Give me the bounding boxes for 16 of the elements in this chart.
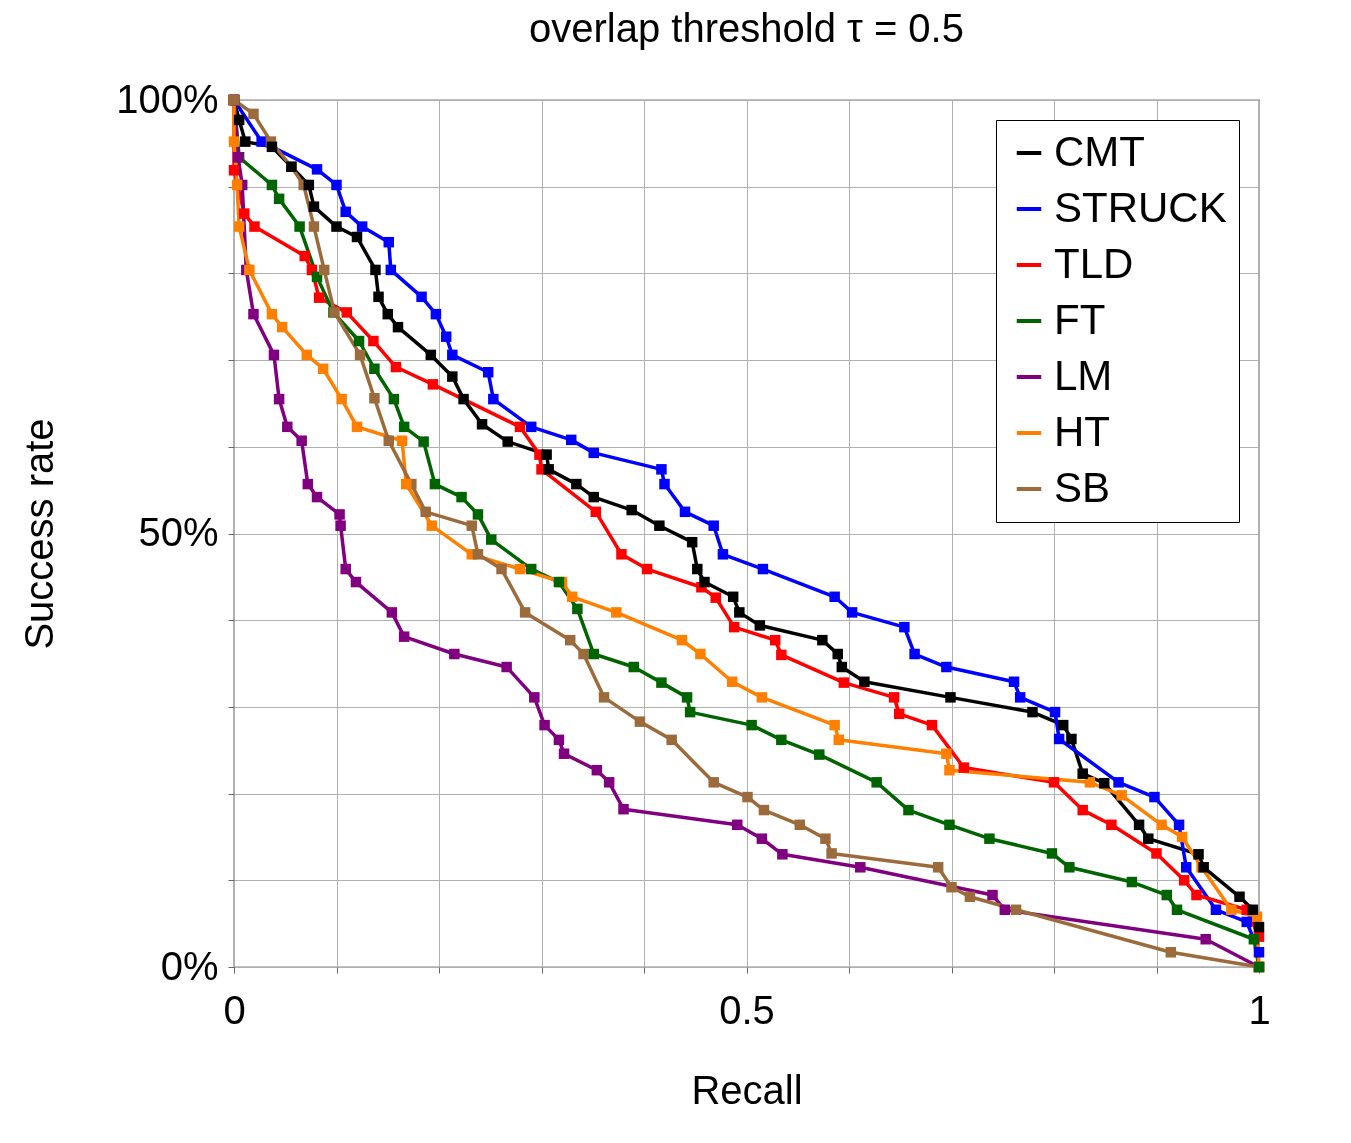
legend-label: CMT [1054, 128, 1145, 175]
legend-label: SB [1054, 464, 1111, 511]
y-tick-label: 50% [138, 510, 219, 554]
x-tick-label: 0.5 [719, 987, 775, 1032]
y-tick-label: 0% [160, 943, 219, 988]
legend-label: TLD [1054, 240, 1134, 287]
x-tick-label: 1 [1248, 987, 1271, 1032]
y-tick-label: 100% [116, 76, 219, 121]
chart-title: overlap threshold τ = 0.5 [529, 6, 964, 50]
x-tick-label: 0 [223, 987, 246, 1032]
legend-label: FT [1054, 296, 1106, 343]
x-axis-title: Recall [691, 1067, 803, 1112]
y-axis-title: Success rate [17, 418, 62, 650]
legend-label: STRUCK [1054, 184, 1227, 231]
legend-label: HT [1054, 408, 1110, 455]
legend-label: LM [1054, 352, 1113, 399]
